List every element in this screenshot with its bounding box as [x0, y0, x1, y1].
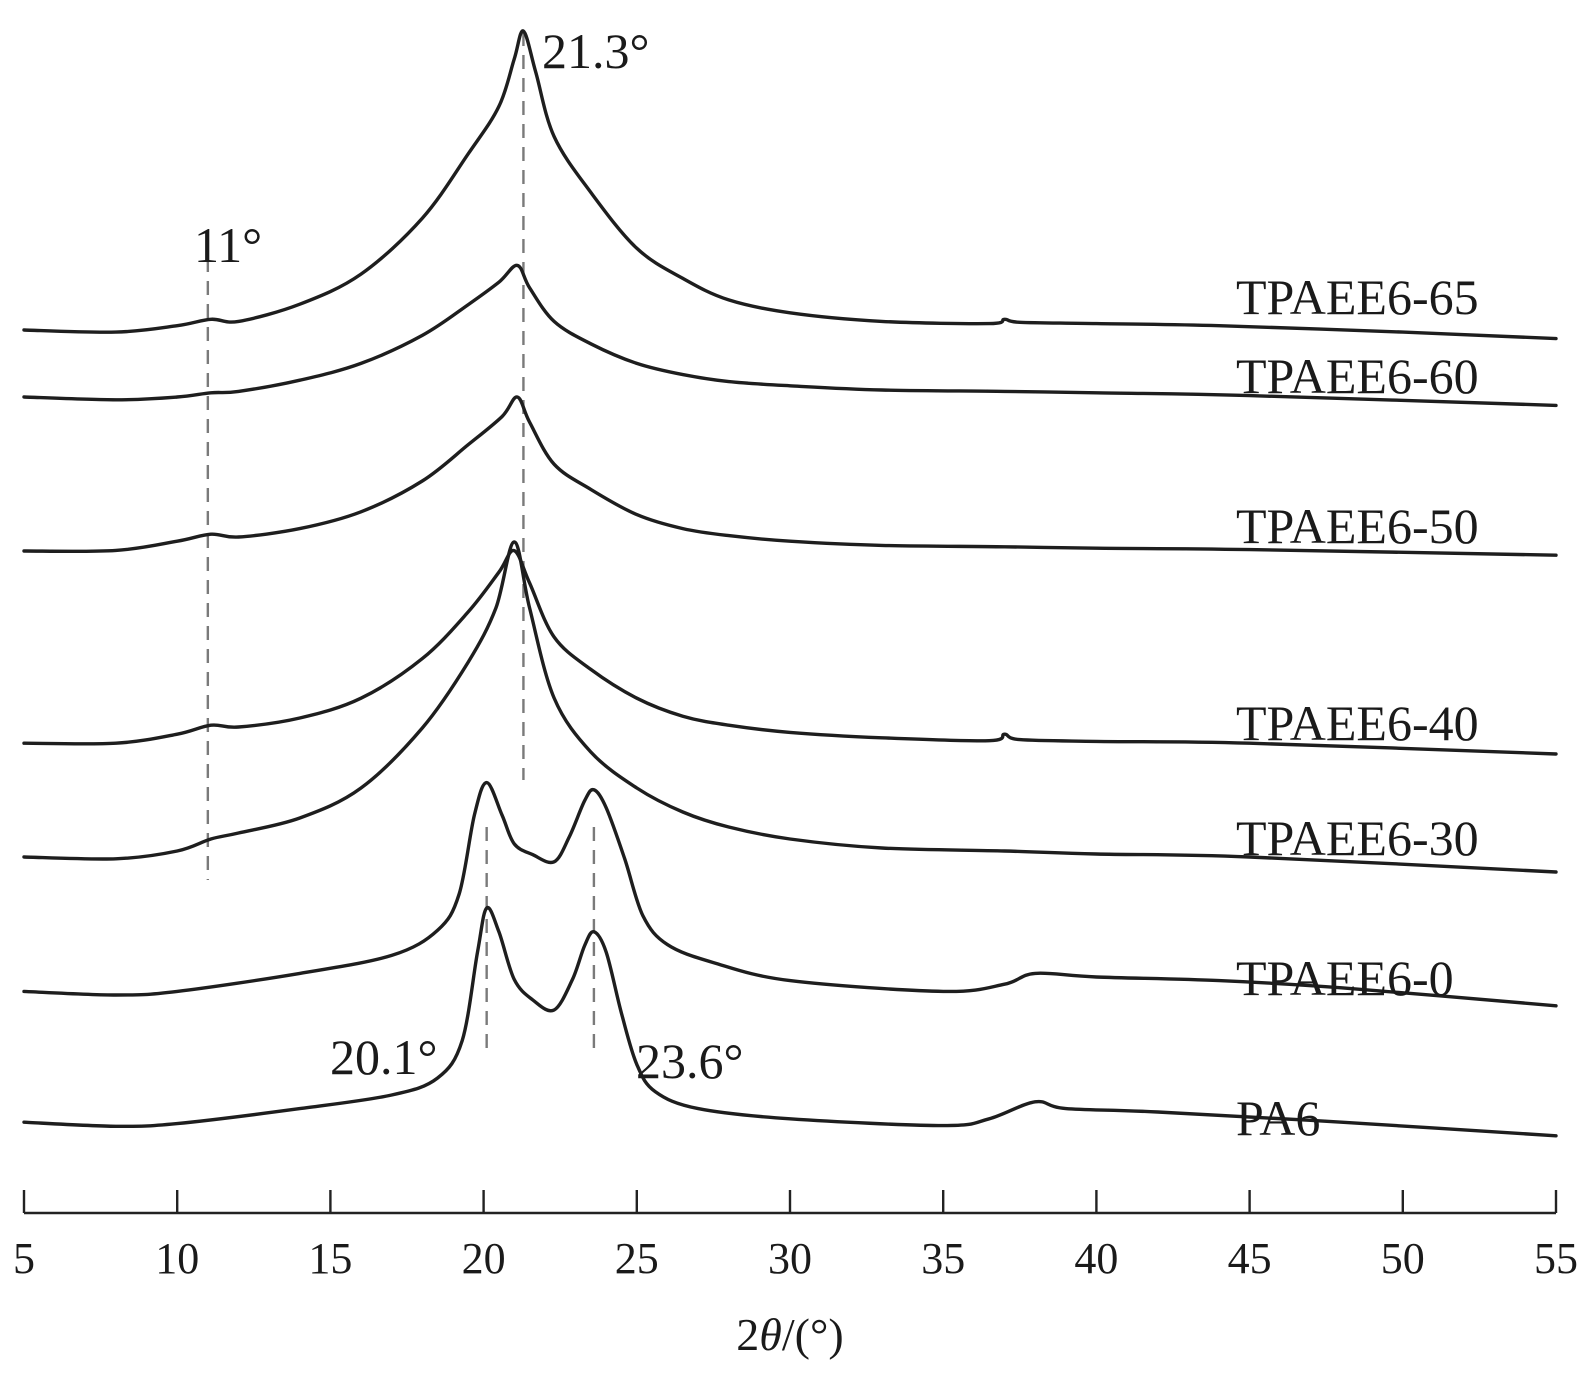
x-tick-label-10: 10 [155, 1234, 199, 1283]
annotation-11: 11° [194, 217, 262, 273]
series-label-tpaee6-30: TPAEE6-30 [1236, 810, 1479, 866]
reference-lines [206, 32, 596, 1048]
series-label-tpaee6-0: TPAEE6-0 [1236, 950, 1454, 1006]
annotation-20-1: 20.1° [330, 1029, 438, 1085]
curve-tpaee6-60 [22, 263, 1558, 408]
series-label-tpaee6-65: TPAEE6-65 [1236, 269, 1479, 325]
curves [22, 29, 1558, 1138]
x-tick-label-40: 40 [1074, 1234, 1118, 1283]
x-axis-ticks: 5 10 15 20 25 30 35 40 45 50 55 [13, 1190, 1578, 1283]
series-labels: TPAEE6-65 TPAEE6-60 TPAEE6-50 TPAEE6-40 … [1236, 269, 1479, 1146]
annotation-23-6: 23.6° [636, 1033, 744, 1089]
curve-tpaee6-40 [22, 548, 1558, 756]
series-label-tpaee6-50: TPAEE6-50 [1236, 498, 1479, 554]
x-tick-label-15: 15 [308, 1234, 352, 1283]
curve-pa6 [22, 905, 1558, 1138]
curve-tpaee6-0 [22, 780, 1558, 1008]
series-label-tpaee6-40: TPAEE6-40 [1236, 695, 1479, 751]
curve-tpaee6-50 [22, 395, 1558, 557]
x-tick-label-25: 25 [615, 1234, 659, 1283]
curve-tpaee6-30 [22, 540, 1558, 874]
x-tick-label-30: 30 [768, 1234, 812, 1283]
x-tick-label-50: 50 [1381, 1234, 1425, 1283]
curve-tpaee6-65 [22, 29, 1558, 341]
series-label-tpaee6-60: TPAEE6-60 [1236, 348, 1479, 404]
x-tick-label-20: 20 [462, 1234, 506, 1283]
x-axis-title: 2θ/(°) [736, 1309, 843, 1360]
peak-annotations: 21.3° 11° 20.1° 23.6° [194, 23, 744, 1089]
x-tick-label-45: 45 [1228, 1234, 1272, 1283]
annotation-21-3: 21.3° [542, 23, 650, 79]
x-tick-label-55: 55 [1534, 1234, 1578, 1283]
x-tick-label-5: 5 [13, 1234, 35, 1283]
series-label-pa6: PA6 [1236, 1090, 1320, 1146]
x-axis: 5 10 15 20 25 30 35 40 45 50 55 [13, 1190, 1578, 1283]
x-tick-label-35: 35 [921, 1234, 965, 1283]
